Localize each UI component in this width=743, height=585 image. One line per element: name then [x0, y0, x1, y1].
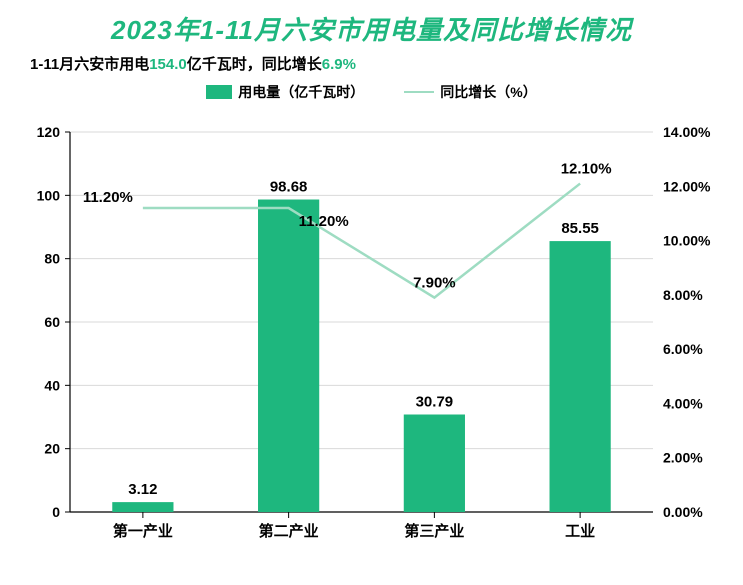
- subtitle-prefix: 1-11月六安市用电: [30, 56, 149, 73]
- category-label: 工业: [565, 523, 595, 540]
- legend: 用电量（亿千瓦时） 同比增长（%）: [20, 82, 723, 102]
- y-right-label: 14.00%: [663, 124, 711, 140]
- y-right-label: 10.00%: [663, 233, 711, 249]
- legend-bar-label: 用电量（亿千瓦时）: [238, 82, 364, 102]
- y-left-label: 20: [44, 441, 60, 457]
- legend-line-swatch: [404, 91, 434, 93]
- plot-svg: 0 20 40 60 80 100 120 0.00% 2.00% 4.00% 6.00% 8.00%…: [20, 112, 723, 552]
- category-label: 第三产业: [404, 522, 464, 540]
- bar-label: 85.55: [561, 220, 599, 237]
- y-right-label: 12.00%: [663, 178, 711, 194]
- bar: [258, 200, 319, 512]
- y-right-label: 6.00%: [663, 341, 703, 357]
- category-label: 第一产业: [113, 522, 173, 540]
- y-right-label: 0.00%: [663, 504, 703, 520]
- line-label: 11.20%: [83, 189, 133, 206]
- legend-line-label: 同比增长（%）: [440, 82, 536, 102]
- legend-bar-swatch: [206, 85, 232, 99]
- legend-line-item: 同比增长（%）: [404, 82, 536, 102]
- subtitle-value1: 154.0: [149, 56, 187, 73]
- y-left-label: 60: [44, 314, 60, 330]
- chart-title: 2023年1-11月六安市用电量及同比增长情况: [20, 10, 723, 47]
- y-right-label: 2.00%: [663, 450, 703, 466]
- bar: [550, 241, 611, 512]
- bar: [112, 502, 173, 512]
- bar: [404, 414, 465, 512]
- line-label: 11.20%: [299, 213, 349, 230]
- bar-label: 3.12: [128, 481, 157, 498]
- y-left-label: 120: [37, 124, 61, 140]
- growth-line: [143, 184, 580, 298]
- bar-label: 98.68: [270, 179, 308, 196]
- legend-bar-item: 用电量（亿千瓦时）: [206, 82, 364, 102]
- category-label: 第二产业: [259, 522, 319, 540]
- y-left-label: 40: [44, 377, 60, 393]
- y-left-label: 80: [44, 251, 60, 267]
- title-text: 2023年1-11月六安市用电量及同比增长情况: [111, 15, 632, 45]
- subtitle-unit1: 亿千瓦时，同比增长: [187, 56, 322, 73]
- line-label: 12.10%: [561, 161, 612, 178]
- y-right-label: 4.00%: [663, 395, 703, 411]
- subtitle-value2: 6.9%: [322, 56, 356, 73]
- y-left-label: 100: [37, 187, 61, 203]
- chart-container: 2023年1-11月六安市用电量及同比增长情况 1-11月六安市用电154.0亿…: [0, 0, 743, 585]
- bar-label: 30.79: [416, 393, 454, 410]
- y-left-label: 0: [52, 504, 60, 520]
- plot-area: 0 20 40 60 80 100 120 0.00% 2.00% 4.00% 6.00% 8.00%…: [20, 112, 723, 552]
- chart-subtitle: 1-11月六安市用电154.0亿千瓦时，同比增长6.9%: [30, 53, 723, 74]
- y-right-label: 8.00%: [663, 287, 703, 303]
- line-label: 7.90%: [413, 275, 456, 292]
